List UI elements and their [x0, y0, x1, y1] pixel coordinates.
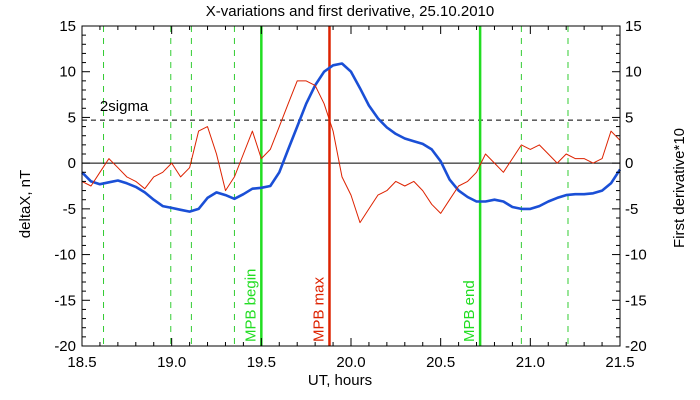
series-line-derivative [81, 80, 621, 224]
y-tick-label-right: -15 [625, 292, 647, 309]
y-tick-label-right: 0 [625, 155, 633, 172]
y-tick-label-right: -20 [625, 338, 647, 355]
marker-label-mpb-end: MPB end [461, 280, 478, 342]
marker-label-mpb-begin: MPB begin [242, 269, 259, 342]
y-tick-label-right: -10 [625, 247, 647, 264]
x-tick-label: 21.5 [605, 354, 634, 371]
y-tick-label-right: 5 [625, 109, 633, 126]
y-axis-label-left: deltaX, nT [17, 170, 34, 238]
y-tick-label-right: 10 [625, 64, 642, 81]
y-tick-label-left: 10 [59, 64, 76, 81]
x-axis-label: UT, hours [308, 372, 372, 389]
x-tick-label: 20.0 [336, 354, 365, 371]
y-tick-label-left: 5 [68, 109, 76, 126]
y-tick-label-left: 0 [68, 155, 76, 172]
chart-title: X-variations and first derivative, 25.10… [206, 3, 495, 20]
two-sigma-label: 2sigma [100, 98, 149, 115]
y-tick-label-left: -10 [54, 247, 76, 264]
marker-label-mpb-max: MPB max [310, 276, 327, 342]
plot-area: 2sigma MPB begin MPB max MPB end 18.5 19.0 19.… [54, 18, 646, 371]
x-tick-label: 19.0 [157, 354, 186, 371]
y-tick-label-left: -20 [54, 338, 76, 355]
y-tick-label-left: -15 [54, 292, 76, 309]
y-tick-label-right: 15 [625, 18, 642, 35]
x-tick-label: 21.0 [516, 354, 545, 371]
x-tick-label: 19.5 [247, 354, 276, 371]
x-tick-label: 18.5 [67, 354, 96, 371]
y-tick-label-left: -5 [63, 201, 76, 218]
y-axis-label-right: First derivative*10 [671, 128, 688, 248]
x-tick-label: 20.5 [426, 354, 455, 371]
y-tick-label-right: -5 [625, 201, 638, 218]
y-tick-label-left: 15 [59, 18, 76, 35]
series-line-deltax [81, 62, 622, 213]
